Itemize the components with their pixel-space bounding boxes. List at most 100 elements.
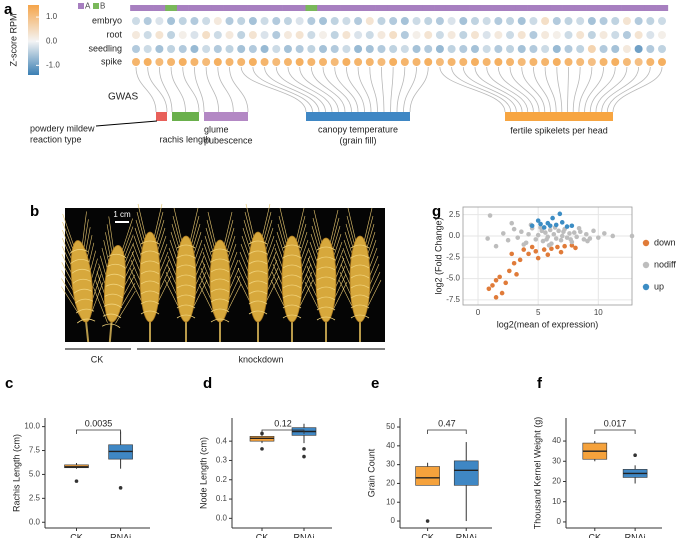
expression-dot — [658, 17, 666, 25]
awn — [173, 207, 183, 243]
point — [509, 251, 515, 257]
point — [521, 242, 527, 247]
expression-dot — [342, 58, 351, 66]
panel-letter: g — [432, 203, 441, 220]
expression-dot — [155, 17, 164, 25]
expression-dot — [143, 31, 152, 39]
group-label: CK — [91, 354, 104, 364]
spikelet — [176, 304, 196, 309]
awn — [93, 287, 108, 323]
trait-box — [204, 112, 248, 121]
expression-dot — [506, 45, 515, 53]
expression-dot — [260, 45, 269, 53]
spikelet — [350, 254, 370, 259]
subgenome-segment — [644, 5, 657, 11]
gwas-link — [334, 66, 359, 113]
expression-dot — [470, 31, 479, 39]
point — [529, 244, 535, 250]
trait-box — [172, 112, 199, 121]
colorbar-tick-label: 1.0 — [46, 12, 58, 21]
expression-dot — [564, 58, 573, 66]
expression-dot — [319, 31, 328, 39]
expression-dot — [272, 17, 281, 25]
y-axis-title: Grain Count — [366, 448, 376, 497]
point — [544, 237, 549, 242]
expression-dot — [143, 58, 152, 66]
point — [629, 233, 635, 239]
spikelet — [69, 249, 88, 254]
point — [555, 244, 560, 250]
spikelet — [140, 240, 160, 245]
expression-dot — [634, 17, 643, 25]
expression-dot — [482, 45, 491, 53]
subgenome-segment — [632, 5, 645, 11]
subgenome-segment — [141, 5, 154, 11]
expression-dot — [447, 17, 456, 25]
expression-dot — [132, 45, 140, 53]
expression-dot — [190, 17, 199, 25]
point — [602, 231, 607, 236]
gwas-label: GWAS — [108, 92, 139, 103]
subgenome-segment — [188, 5, 201, 11]
y-tick-label: 0.3 — [216, 456, 228, 465]
gwas-link — [462, 66, 517, 113]
subgenome-segment — [492, 5, 505, 11]
expression-dot — [412, 31, 421, 39]
gwas-link — [275, 66, 326, 113]
awn — [189, 207, 199, 243]
x-tick-label: RNAi — [625, 532, 646, 538]
expression-dot — [178, 45, 187, 53]
y-tick-label: 30 — [386, 460, 395, 469]
gwas-link — [170, 66, 186, 113]
point — [535, 232, 541, 238]
y-tick-label: 0.2 — [216, 475, 228, 484]
point — [487, 213, 493, 218]
subgenome-segment — [539, 5, 552, 11]
y-tick-label: 0.1 — [216, 494, 228, 503]
expression-dot — [283, 31, 292, 39]
spikelet — [108, 253, 127, 259]
row-label: spike — [101, 56, 122, 66]
trait-box — [156, 112, 167, 121]
panel-letter: e — [371, 375, 379, 392]
expression-dot — [412, 17, 421, 25]
expression-dot — [178, 17, 187, 25]
spikelet — [316, 276, 336, 281]
expression-dot — [482, 31, 491, 39]
expression-dot — [494, 45, 503, 53]
expression-dot — [213, 17, 222, 25]
point — [517, 257, 523, 263]
spike-head — [281, 235, 303, 323]
spikelet — [316, 316, 336, 321]
plot-border — [462, 206, 633, 306]
expression-dot — [529, 31, 538, 39]
p-value: 0.12 — [274, 418, 292, 428]
gwas-link — [612, 66, 663, 113]
spikelet — [282, 254, 302, 259]
colorbar-tick-label: 0.0 — [46, 36, 58, 45]
spike — [304, 209, 348, 342]
expression-dot — [529, 58, 538, 66]
gwas-link — [451, 66, 512, 113]
point — [596, 235, 601, 240]
legend-label: A — [85, 2, 91, 11]
gwas-link — [264, 66, 320, 113]
expression-dot — [424, 17, 433, 25]
spikelet — [210, 248, 230, 253]
point — [505, 237, 511, 243]
gwas-link — [182, 66, 200, 113]
y-axis-title: log2 (Fold Change) — [433, 217, 443, 294]
trait-label: powdery mildew — [30, 123, 95, 133]
y-tick-label: 5.0 — [29, 470, 41, 479]
point — [553, 222, 559, 228]
outlier — [74, 479, 79, 483]
subgenome-segment — [328, 5, 341, 11]
expression-dot — [132, 58, 140, 66]
expression-dot — [470, 17, 479, 25]
expression-dot — [506, 31, 515, 39]
y-axis-title: Rachis Length (cm) — [11, 434, 21, 512]
x-tick-label: CK — [421, 532, 434, 538]
expression-dot — [459, 31, 468, 39]
